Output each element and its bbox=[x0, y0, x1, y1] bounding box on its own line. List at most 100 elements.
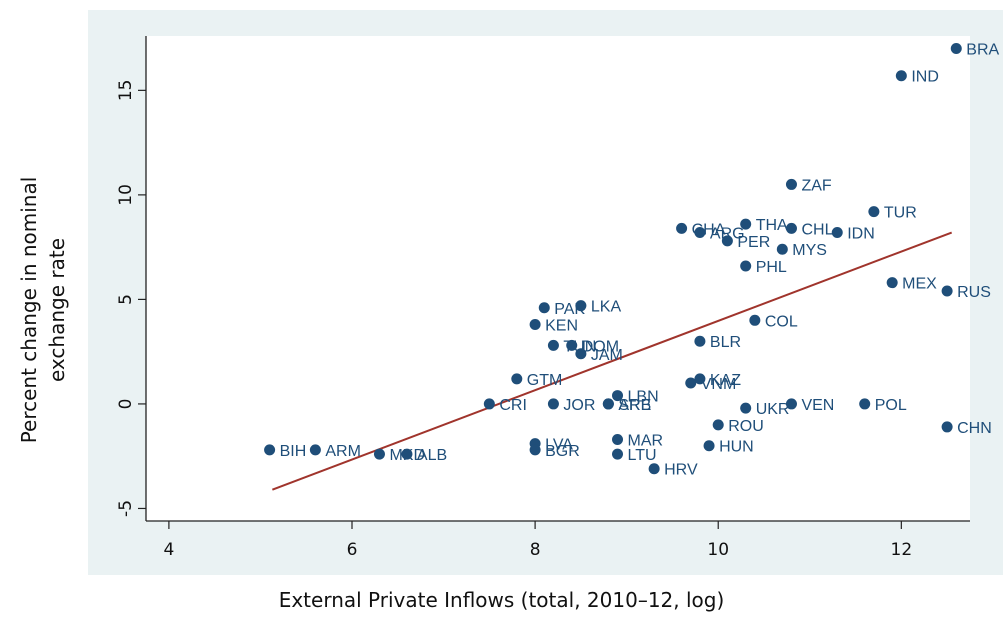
point-label: ROU bbox=[728, 418, 764, 435]
point-marker bbox=[566, 339, 578, 351]
point-marker bbox=[941, 421, 953, 433]
point-marker bbox=[685, 377, 697, 389]
point-label: CHN bbox=[957, 420, 992, 437]
point-marker bbox=[529, 444, 541, 456]
point-label: CRI bbox=[499, 397, 527, 414]
point-label: MAR bbox=[628, 432, 664, 449]
data-point-chn: CHN bbox=[941, 420, 992, 437]
data-point-ukr: UKR bbox=[740, 401, 789, 418]
point-marker bbox=[859, 398, 871, 410]
point-marker bbox=[511, 373, 523, 385]
y-tick-label: 0 bbox=[116, 399, 136, 410]
x-tick-label: 8 bbox=[530, 540, 541, 560]
point-marker bbox=[575, 300, 587, 312]
data-point-gtm: GTM bbox=[511, 372, 562, 389]
point-marker bbox=[740, 260, 752, 272]
data-point-arm: ARM bbox=[309, 443, 361, 460]
point-label: ALB bbox=[417, 447, 447, 464]
point-label: KAZ bbox=[710, 372, 741, 389]
point-marker bbox=[694, 335, 706, 347]
point-marker bbox=[712, 419, 724, 431]
point-label: COL bbox=[765, 313, 798, 330]
y-axis-label: Percent change in nominal exchange rate bbox=[8, 110, 78, 510]
data-point-jam: JAM bbox=[575, 347, 623, 364]
data-point-lbn: LBN bbox=[612, 389, 659, 406]
data-point-chl: CHL bbox=[785, 221, 834, 238]
point-marker bbox=[694, 227, 706, 239]
data-point-zaf: ZAF bbox=[785, 177, 832, 194]
x-tick-label: 10 bbox=[707, 540, 729, 560]
data-point-rus: RUS bbox=[941, 284, 991, 301]
point-marker bbox=[886, 277, 898, 289]
point-label: MYS bbox=[792, 242, 827, 259]
point-marker bbox=[401, 448, 413, 460]
point-marker bbox=[831, 227, 843, 239]
data-point-idn: IDN bbox=[831, 226, 875, 243]
point-marker bbox=[538, 302, 550, 314]
y-axis-label-line-1: Percent change in nominal bbox=[17, 176, 41, 444]
point-label: CHL bbox=[801, 221, 833, 238]
point-label: LVA bbox=[545, 437, 573, 454]
data-point-pol: POL bbox=[859, 397, 907, 414]
data-point-ken: KEN bbox=[529, 317, 578, 334]
point-label: TUR bbox=[884, 205, 917, 222]
point-label: RUS bbox=[957, 284, 991, 301]
point-label: BGR bbox=[545, 443, 580, 460]
point-marker bbox=[373, 448, 385, 460]
y-tick-label: 15 bbox=[116, 80, 136, 102]
y-axis-label-line-2: exchange rate bbox=[45, 237, 69, 383]
point-marker bbox=[602, 398, 614, 410]
data-point-cri: CRI bbox=[483, 397, 527, 414]
x-tick-label: 4 bbox=[163, 540, 174, 560]
point-label: LTU bbox=[628, 447, 657, 464]
data-point-ven: VEN bbox=[785, 397, 834, 414]
data-point-bgr: BGR bbox=[529, 443, 580, 460]
point-marker bbox=[749, 314, 761, 326]
point-label: IND bbox=[911, 69, 939, 86]
point-label: JAM bbox=[591, 347, 623, 364]
point-marker bbox=[785, 178, 797, 190]
point-label: LKA bbox=[591, 299, 622, 316]
point-marker bbox=[694, 373, 706, 385]
point-label: ZAF bbox=[801, 177, 831, 194]
x-tick-label: 12 bbox=[891, 540, 913, 560]
point-marker bbox=[547, 398, 559, 410]
point-label: BIH bbox=[280, 443, 307, 460]
point-marker bbox=[648, 463, 660, 475]
data-point-mex: MEX bbox=[886, 276, 937, 293]
point-label: POL bbox=[875, 397, 907, 414]
point-marker bbox=[547, 339, 559, 351]
point-label: THA bbox=[756, 217, 788, 234]
point-marker bbox=[740, 402, 752, 414]
point-label: ARG bbox=[710, 226, 745, 243]
point-label: LBN bbox=[628, 389, 659, 406]
point-marker bbox=[529, 318, 541, 330]
point-label: SRB bbox=[618, 397, 651, 414]
point-marker bbox=[612, 390, 624, 402]
x-tick-label: 6 bbox=[347, 540, 358, 560]
data-point-dom: DOM bbox=[566, 338, 619, 355]
data-point-tha: THA bbox=[740, 217, 788, 234]
data-point-are: ARE bbox=[602, 397, 651, 414]
point-marker bbox=[721, 235, 733, 247]
point-label: PHL bbox=[756, 259, 787, 276]
point-marker bbox=[776, 243, 788, 255]
y-tick-label: -5 bbox=[116, 500, 136, 517]
point-label: IDN bbox=[847, 226, 875, 243]
point-marker bbox=[941, 285, 953, 297]
point-label: VNM bbox=[701, 376, 737, 393]
point-label: PER bbox=[737, 234, 770, 251]
point-label: UKR bbox=[756, 401, 790, 418]
point-label: MEX bbox=[902, 276, 937, 293]
point-label: VEN bbox=[801, 397, 834, 414]
point-label: KEN bbox=[545, 317, 578, 334]
fit-line bbox=[271, 231, 953, 491]
point-marker bbox=[785, 398, 797, 410]
point-marker bbox=[895, 70, 907, 82]
point-marker bbox=[703, 440, 715, 452]
data-point-per: PER bbox=[721, 234, 770, 251]
y-tick-label: 10 bbox=[116, 184, 136, 206]
point-marker bbox=[950, 43, 962, 55]
data-point-ind: IND bbox=[895, 69, 939, 86]
